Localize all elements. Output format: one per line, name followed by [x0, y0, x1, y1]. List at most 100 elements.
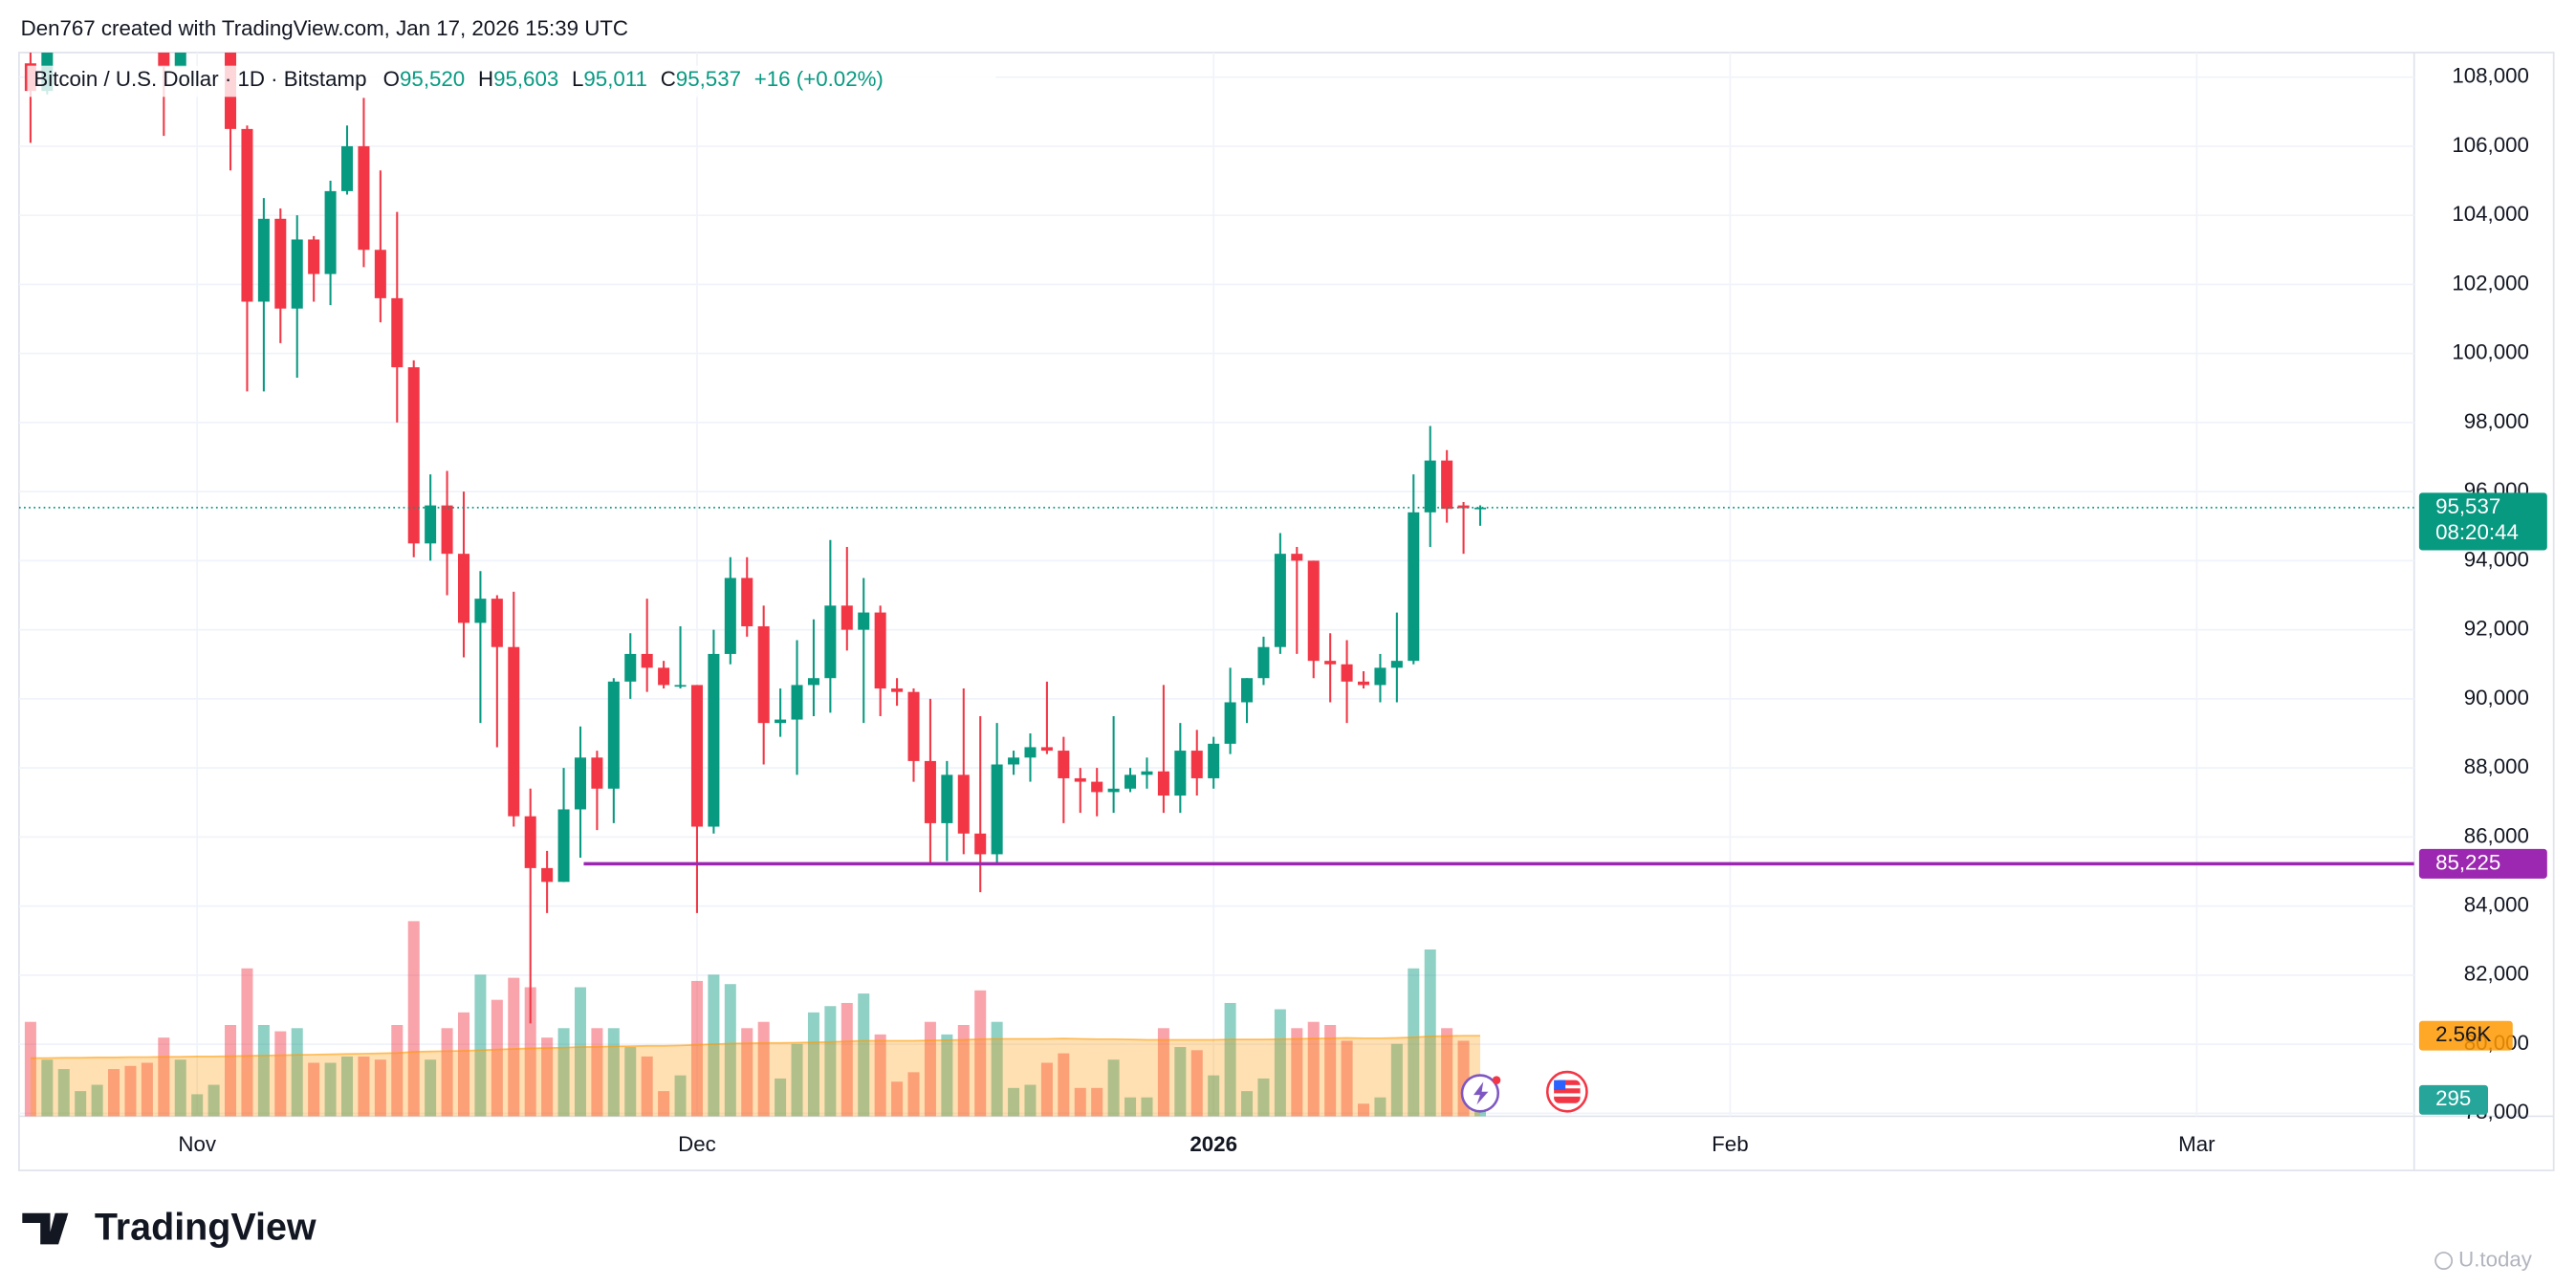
- volume-bar: [941, 1034, 953, 1117]
- volume-bar: [1058, 1053, 1070, 1117]
- volume-bar: [724, 984, 736, 1117]
- candle-body: [1341, 664, 1353, 682]
- watermark: U.today: [2458, 1247, 2533, 1271]
- volume-bar: [1257, 1078, 1270, 1117]
- volume-bar: [1141, 1097, 1153, 1117]
- volume-bar: [974, 990, 987, 1117]
- candle-body: [1374, 667, 1386, 686]
- volume-bar: [757, 1021, 770, 1117]
- candle-body: [1307, 560, 1320, 662]
- candle-body: [358, 145, 370, 251]
- hline-box: [2418, 848, 2547, 879]
- legend-value: 95,603: [493, 67, 558, 91]
- volume-bar: [374, 1059, 386, 1117]
- candle-body: [391, 297, 404, 368]
- volume-bar: [474, 974, 487, 1117]
- volume-bar: [491, 999, 503, 1117]
- volume-bar: [457, 1012, 470, 1117]
- candle-body: [524, 816, 536, 868]
- candle-body: [574, 757, 586, 810]
- volume-bar: [641, 1056, 653, 1117]
- candle-body: [957, 774, 970, 834]
- volume-bar: [807, 1012, 819, 1117]
- volume-bar: [1224, 1002, 1236, 1117]
- volume-bar: [358, 1056, 370, 1117]
- y-tick-label: 106,000: [2452, 133, 2529, 157]
- candle-body: [241, 128, 253, 302]
- candle-body: [658, 667, 670, 686]
- last-price-label: 95,537: [2435, 494, 2500, 518]
- y-tick-label: 104,000: [2452, 202, 2529, 226]
- countdown-label: 08:20:44: [2435, 520, 2519, 544]
- volume-bar: [124, 1065, 137, 1117]
- x-tick-label: Nov: [178, 1132, 217, 1156]
- volume-box: [2418, 1084, 2489, 1115]
- legend: Bitcoin / U.S. Dollar · 1D · Bitstamp O 95…: [27, 65, 996, 98]
- volume-bar: [674, 1075, 687, 1117]
- volume-bar: [1307, 1021, 1320, 1117]
- x-tick-label: Dec: [678, 1132, 716, 1156]
- volume-bar: [607, 1028, 620, 1117]
- candle-body: [1441, 460, 1453, 510]
- volume-bar: [574, 987, 586, 1117]
- volume-bar: [24, 1021, 36, 1117]
- brand: TradingView U.today: [22, 1206, 2533, 1271]
- volume-bar: [658, 1091, 670, 1117]
- volume-bar: [874, 1034, 886, 1117]
- volume-bar: [1291, 1028, 1303, 1117]
- volume-bar: [957, 1024, 970, 1117]
- legend-prefix: H: [478, 67, 493, 91]
- volume-bar: [207, 1084, 220, 1117]
- candle-body: [441, 505, 453, 555]
- volume-bar: [391, 1024, 404, 1117]
- candle-body: [741, 578, 753, 627]
- candle-body: [724, 578, 736, 654]
- volume-ma-area: [30, 1036, 1481, 1117]
- volume-bar: [775, 1078, 787, 1117]
- legend-bg: [27, 65, 996, 98]
- volume-bar: [1174, 1047, 1187, 1117]
- legend-prefix: L: [572, 67, 583, 91]
- volume-bar: [257, 1024, 270, 1117]
- volume-bar: [907, 1072, 920, 1117]
- volume-bar: [1408, 968, 1420, 1117]
- volume-bar: [1274, 1009, 1286, 1117]
- volume-bar: [1190, 1050, 1203, 1117]
- volume-bar: [1208, 1075, 1220, 1117]
- brand-logo: [22, 1212, 69, 1245]
- flag-white: [1554, 1084, 1581, 1089]
- candle-body: [1224, 702, 1236, 744]
- volume-bar: [591, 1028, 603, 1117]
- volume-bar: [524, 987, 536, 1117]
- volume-bar: [508, 977, 520, 1117]
- candle-body: [1274, 554, 1286, 647]
- volume-bar: [741, 1028, 753, 1117]
- candle-body: [324, 190, 337, 274]
- volume-bar: [708, 974, 720, 1117]
- flag-canton: [1554, 1080, 1566, 1090]
- candle-body: [374, 250, 386, 298]
- candle-body: [1124, 774, 1137, 789]
- volume-bar: [341, 1056, 354, 1117]
- event-icons: [1460, 1070, 1588, 1113]
- candle-body: [858, 612, 870, 630]
- candle-body: [775, 719, 787, 724]
- volume-bar: [1074, 1087, 1086, 1117]
- volume-bar: [425, 1059, 437, 1117]
- volume-bar: [1424, 949, 1436, 1117]
- candle-body: [1257, 646, 1270, 679]
- y-tick-label: 88,000: [2464, 754, 2529, 778]
- frame: [18, 52, 2555, 1171]
- candle-body: [1324, 661, 1337, 665]
- candle-body: [807, 678, 819, 686]
- candle-body: [1008, 757, 1020, 765]
- x-tick-label: Feb: [1712, 1132, 1748, 1156]
- notify-dot: [1492, 1076, 1501, 1084]
- y-tick-label: 102,000: [2452, 271, 2529, 294]
- volume-bar: [441, 1028, 453, 1117]
- candle-body: [491, 599, 503, 647]
- candle-body: [690, 685, 703, 827]
- volume-bar: [1107, 1059, 1120, 1117]
- candle-body: [1040, 747, 1053, 752]
